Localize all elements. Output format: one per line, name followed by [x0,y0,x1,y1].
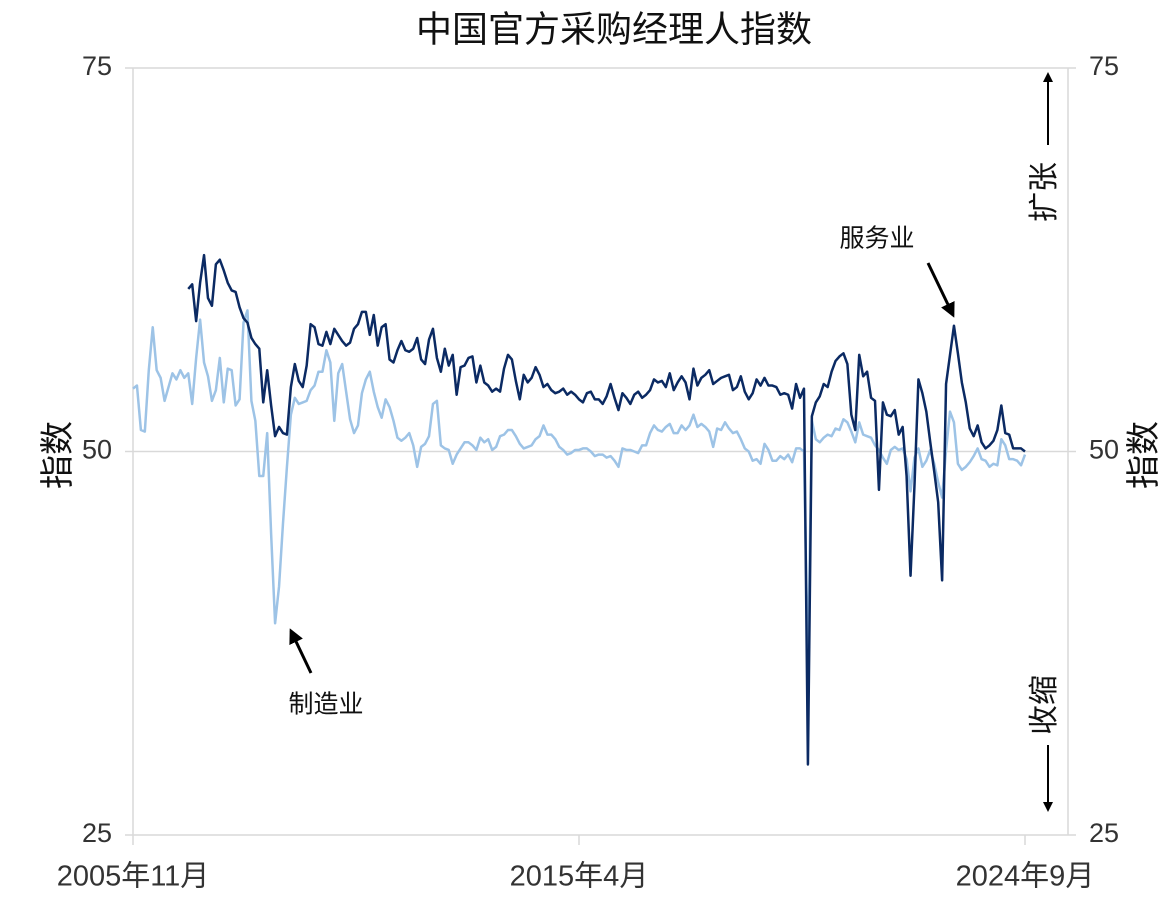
y2-tick-label: 25 [1089,818,1119,848]
annotation: 服务业 [839,225,914,253]
y2-tick-label: 50 [1089,435,1119,465]
annotation: 扩张 [1028,162,1061,222]
y2-axis-label: 指数 [1125,421,1163,489]
x-tick-label: 2024年9月 [956,860,1095,893]
y-axis-label: 指数 [39,421,77,489]
annotation: 收缩 [1028,675,1061,735]
y2-tick-label: 75 [1089,51,1119,81]
y-tick-label: 75 [82,51,112,81]
annotation: 制造业 [288,691,363,719]
y-tick-label: 25 [82,818,112,848]
chart-title: 中国官方采购经理人指数 [416,9,812,50]
arrow [926,262,955,318]
x-tick-label: 2015年4月 [510,860,649,893]
x-tick-label: 2005年11月 [57,860,210,893]
arrow [289,628,313,674]
series-line [187,253,1026,766]
y-tick-label: 50 [82,435,112,465]
series-line [132,309,1027,673]
